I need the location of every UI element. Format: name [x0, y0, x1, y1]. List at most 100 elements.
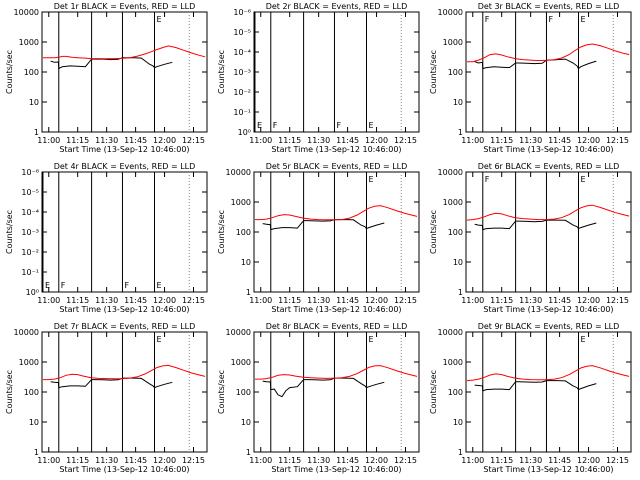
x-tick-label: 11:45 — [548, 456, 571, 465]
x-tick-label: 12:00 — [365, 296, 388, 305]
y-axis-label: Counts/sec — [5, 210, 14, 254]
y-axis-label: Counts/sec — [217, 370, 226, 414]
plot-frame — [253, 11, 420, 133]
x-tick-label: 11:15 — [490, 296, 513, 305]
vertical-marker-label: F — [61, 281, 66, 290]
vertical-marker-label: F — [485, 15, 490, 24]
x-axis-label: Start Time (13-Sep-12 10:46:00) — [271, 305, 401, 314]
x-axis-label: Start Time (13-Sep-12 10:46:00) — [271, 145, 401, 154]
y-tick-label: 10 — [241, 258, 251, 267]
vertical-marker-label: E — [257, 121, 262, 130]
y-tick-label: 10⁻¹ — [21, 268, 39, 277]
x-tick-label: 12:15 — [606, 136, 629, 145]
y-axis-label: Counts/sec — [429, 50, 438, 94]
x-axis-label: Start Time (13-Sep-12 10:46:00) — [59, 305, 189, 314]
y-tick-label: 10 — [453, 418, 463, 427]
y-tick-label: 1 — [458, 128, 463, 137]
y-tick-label: 1 — [34, 128, 39, 137]
x-tick-label: 11:00 — [249, 456, 272, 465]
y-tick-label: 1 — [246, 448, 251, 457]
y-tick-label: 10000 — [438, 8, 463, 17]
y-tick-label: 10⁻³ — [21, 228, 39, 237]
chart-panel-7: Det 7r BLACK = Events, RED = LLD 1 10 100 10… — [5, 322, 208, 474]
y-tick-label: 100 — [236, 388, 251, 397]
plot-frame — [41, 11, 208, 133]
y-tick-label: 10⁰ — [26, 288, 39, 297]
vertical-marker-label: F — [124, 281, 129, 290]
chart-panel-6: Det 6r BLACK = Events, RED = LLD 1 10 100 10… — [429, 162, 632, 314]
chart-title: Det 7r BLACK = Events, RED = LLD — [54, 322, 196, 331]
x-tick-label: 12:15 — [182, 456, 205, 465]
chart-title: Det 3r BLACK = Events, RED = LLD — [478, 2, 620, 11]
y-tick-label: 1000 — [443, 358, 463, 367]
vertical-marker-label: E — [369, 175, 374, 184]
y-tick-label: 1 — [458, 288, 463, 297]
y-tick-label: 10 — [453, 258, 463, 267]
lld-series-line — [43, 45, 206, 60]
x-tick-label: 11:00 — [37, 456, 60, 465]
y-tick-label: 10000 — [226, 328, 251, 337]
y-tick-label: 10⁻⁴ — [233, 48, 251, 57]
x-tick-label: 11:00 — [37, 136, 60, 145]
y-tick-label: 100 — [448, 388, 463, 397]
y-tick-label: 10⁻⁶ — [21, 168, 39, 177]
chart-panel-4: Det 4r BLACK = Events, RED = LLD 10⁰ 10⁻¹ 1… — [5, 162, 208, 314]
y-tick-label: 1000 — [443, 198, 463, 207]
y-axis-label: Counts/sec — [429, 210, 438, 254]
x-tick-label: 11:15 — [278, 296, 301, 305]
y-tick-label: 1000 — [231, 198, 251, 207]
x-tick-label: 12:00 — [577, 296, 600, 305]
x-tick-label: 11:30 — [307, 296, 330, 305]
events-series-line — [474, 58, 597, 70]
chart-title: Det 2r BLACK = Events, RED = LLD — [266, 2, 408, 11]
y-tick-label: 10000 — [14, 8, 39, 17]
plot-frame — [41, 171, 208, 293]
y-tick-label: 10⁻² — [233, 88, 251, 97]
x-tick-label: 11:15 — [66, 296, 89, 305]
x-tick-label: 11:45 — [124, 136, 147, 145]
x-axis-label: Start Time (13-Sep-12 10:46:00) — [59, 465, 189, 474]
y-tick-label: 100 — [24, 388, 39, 397]
x-tick-label: 11:45 — [124, 296, 147, 305]
y-axis-label: Counts/sec — [429, 370, 438, 414]
vertical-marker-label: E — [369, 335, 374, 344]
chart-panel-3: Det 3r BLACK = Events, RED = LLD 1 10 100 10… — [429, 2, 632, 154]
chart-title: Det 4r BLACK = Events, RED = LLD — [54, 162, 196, 171]
x-tick-label: 12:00 — [153, 136, 176, 145]
x-tick-label: 11:30 — [95, 456, 118, 465]
y-tick-label: 100 — [448, 228, 463, 237]
x-tick-label: 11:45 — [336, 456, 359, 465]
x-tick-label: 12:15 — [394, 136, 417, 145]
plot-frame — [465, 171, 632, 293]
y-tick-label: 1000 — [443, 38, 463, 47]
x-tick-label: 11:45 — [548, 136, 571, 145]
vertical-marker-label: F — [485, 175, 490, 184]
y-tick-label: 10⁻⁴ — [21, 208, 39, 217]
x-tick-label: 12:00 — [577, 456, 600, 465]
x-axis-label: Start Time (13-Sep-12 10:46:00) — [59, 145, 189, 154]
y-tick-label: 10⁻⁵ — [21, 188, 39, 197]
lld-series-line — [466, 365, 630, 382]
chart-panel-9: Det 9r BLACK = Events, RED = LLD 1 10 100 10… — [429, 322, 632, 474]
x-tick-label: 11:30 — [519, 296, 542, 305]
vertical-marker-label: E — [45, 281, 50, 290]
y-tick-label: 10000 — [226, 168, 251, 177]
lld-series-line — [466, 204, 630, 221]
x-tick-label: 11:00 — [461, 136, 484, 145]
plot-frame — [41, 331, 208, 453]
vertical-marker-label: F — [336, 121, 341, 130]
y-tick-label: 10 — [241, 418, 251, 427]
x-tick-label: 11:45 — [124, 456, 147, 465]
vertical-marker-label: E — [581, 15, 586, 24]
y-tick-label: 10⁻² — [21, 248, 39, 257]
x-tick-label: 11:15 — [490, 456, 513, 465]
chart-title: Det 8r BLACK = Events, RED = LLD — [266, 322, 408, 331]
lld-series-line — [467, 43, 630, 63]
y-tick-label: 1000 — [19, 38, 39, 47]
x-axis-label: Start Time (13-Sep-12 10:46:00) — [271, 465, 401, 474]
y-tick-label: 10⁻⁶ — [233, 8, 251, 17]
x-tick-label: 11:30 — [307, 456, 330, 465]
events-series-line — [50, 377, 173, 389]
y-tick-label: 100 — [236, 228, 251, 237]
chart-title: Det 1r BLACK = Events, RED = LLD — [54, 2, 196, 11]
